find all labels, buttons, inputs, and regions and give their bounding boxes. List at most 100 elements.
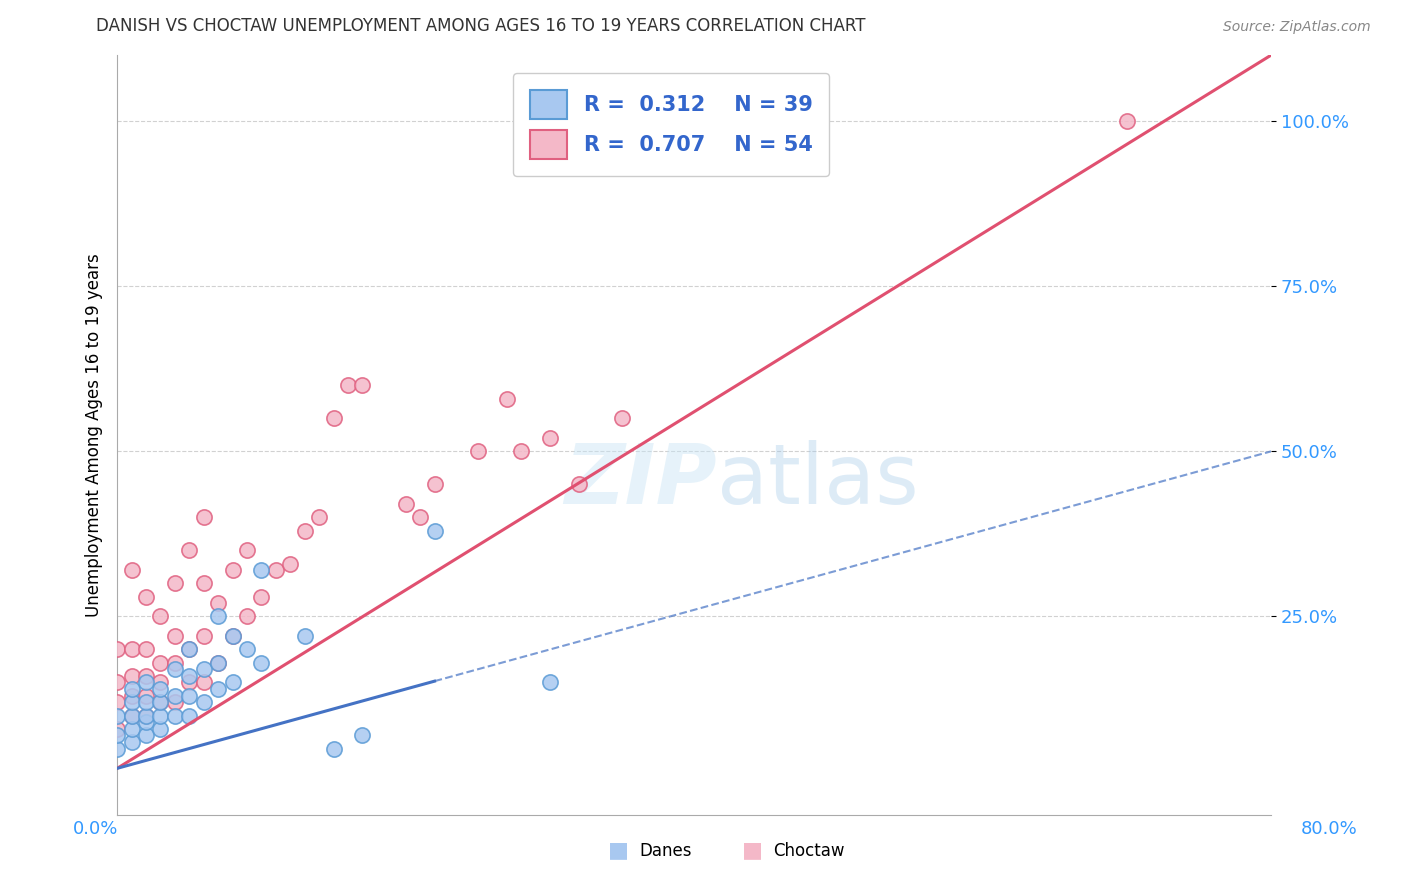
- Point: [236, 642, 259, 657]
- Point: [149, 695, 172, 709]
- Point: [105, 728, 128, 742]
- Point: [207, 682, 229, 697]
- Point: [423, 524, 446, 538]
- Point: [538, 675, 561, 690]
- Point: [409, 510, 432, 524]
- Point: [135, 590, 157, 604]
- Point: [149, 722, 172, 736]
- Point: [135, 675, 157, 690]
- Point: [121, 735, 143, 749]
- Point: [149, 708, 172, 723]
- Point: [179, 543, 201, 558]
- Point: [236, 609, 259, 624]
- Point: [294, 629, 316, 643]
- Point: [163, 708, 186, 723]
- Point: [221, 629, 243, 643]
- Text: 80.0%: 80.0%: [1301, 820, 1357, 838]
- Point: [121, 708, 143, 723]
- Point: [236, 543, 259, 558]
- Text: Source: ZipAtlas.com: Source: ZipAtlas.com: [1223, 21, 1371, 34]
- Point: [149, 609, 172, 624]
- Point: [135, 669, 157, 683]
- Point: [352, 378, 374, 392]
- Point: [121, 689, 143, 703]
- Point: [467, 444, 489, 458]
- Point: [105, 675, 128, 690]
- Point: [322, 411, 344, 425]
- Point: [193, 695, 215, 709]
- Point: [221, 563, 243, 577]
- Text: Danes: Danes: [640, 842, 692, 860]
- Point: [105, 642, 128, 657]
- Point: [121, 563, 143, 577]
- Point: [193, 510, 215, 524]
- Text: ■: ■: [742, 840, 762, 860]
- Point: [149, 675, 172, 690]
- Point: [264, 563, 287, 577]
- Point: [207, 656, 229, 670]
- Point: [163, 629, 186, 643]
- Point: [336, 378, 359, 392]
- Legend: R =  0.312    N = 39, R =  0.707    N = 54: R = 0.312 N = 39, R = 0.707 N = 54: [513, 73, 830, 176]
- Point: [221, 629, 243, 643]
- Text: atlas: atlas: [717, 440, 920, 521]
- Point: [193, 576, 215, 591]
- Point: [207, 596, 229, 610]
- Point: [179, 669, 201, 683]
- Point: [395, 497, 418, 511]
- Point: [568, 477, 591, 491]
- Point: [510, 444, 533, 458]
- Point: [179, 675, 201, 690]
- Point: [207, 609, 229, 624]
- Point: [322, 741, 344, 756]
- Point: [163, 576, 186, 591]
- Point: [135, 715, 157, 730]
- Point: [163, 656, 186, 670]
- Point: [149, 695, 172, 709]
- Point: [610, 411, 633, 425]
- Point: [121, 669, 143, 683]
- Text: ■: ■: [609, 840, 628, 860]
- Point: [163, 695, 186, 709]
- Point: [163, 662, 186, 676]
- Point: [250, 590, 273, 604]
- Point: [179, 642, 201, 657]
- Point: [423, 477, 446, 491]
- Point: [538, 431, 561, 445]
- Point: [221, 675, 243, 690]
- Y-axis label: Unemployment Among Ages 16 to 19 years: Unemployment Among Ages 16 to 19 years: [86, 253, 103, 616]
- Point: [121, 708, 143, 723]
- Point: [250, 563, 273, 577]
- Point: [193, 629, 215, 643]
- Point: [121, 682, 143, 697]
- Point: [121, 695, 143, 709]
- Point: [163, 689, 186, 703]
- Text: DANISH VS CHOCTAW UNEMPLOYMENT AMONG AGES 16 TO 19 YEARS CORRELATION CHART: DANISH VS CHOCTAW UNEMPLOYMENT AMONG AGE…: [96, 17, 865, 35]
- Point: [105, 741, 128, 756]
- Point: [149, 656, 172, 670]
- Point: [121, 642, 143, 657]
- Point: [308, 510, 330, 524]
- Text: Choctaw: Choctaw: [773, 842, 845, 860]
- Point: [135, 689, 157, 703]
- Point: [135, 642, 157, 657]
- Point: [278, 557, 301, 571]
- Point: [495, 392, 517, 406]
- Point: [193, 662, 215, 676]
- Point: [105, 708, 128, 723]
- Point: [250, 656, 273, 670]
- Point: [179, 689, 201, 703]
- Point: [149, 682, 172, 697]
- Text: ZIP: ZIP: [565, 440, 717, 521]
- Point: [352, 728, 374, 742]
- Point: [207, 656, 229, 670]
- Point: [121, 722, 143, 736]
- Point: [105, 722, 128, 736]
- Point: [179, 708, 201, 723]
- Point: [135, 728, 157, 742]
- Point: [135, 695, 157, 709]
- Point: [179, 642, 201, 657]
- Point: [1115, 114, 1137, 128]
- Point: [105, 695, 128, 709]
- Point: [135, 708, 157, 723]
